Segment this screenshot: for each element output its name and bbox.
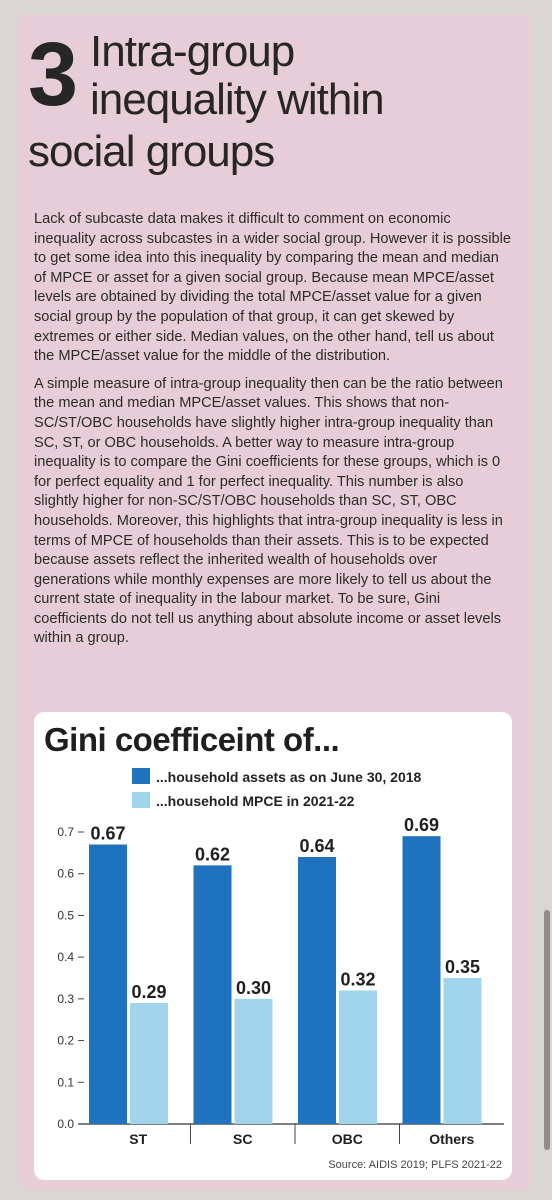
scrollbar[interactable] — [544, 910, 550, 1150]
headline-line-3: social groups — [28, 127, 275, 176]
legend-label-mpce: ...household MPCE in 2021-22 — [156, 793, 355, 809]
legend-swatch-assets — [132, 768, 150, 784]
bar-sc-series-2 — [234, 998, 273, 1124]
bar-others-series-1 — [402, 836, 441, 1124]
source-note: Source: AIDIS 2019; PLFS 2021-22 — [328, 1159, 502, 1171]
headline: 3 Intra-group inequality within social g… — [28, 28, 508, 208]
bar-obc-series-2 — [339, 990, 377, 1124]
bar-st-series-1 — [89, 844, 127, 1124]
headline-line-2: inequality within — [90, 75, 385, 124]
section-number: 3 — [28, 25, 79, 125]
y-tick-label: 0.6 — [57, 867, 74, 881]
y-tick-label: 0.2 — [57, 1034, 74, 1048]
chart-panel: Gini coefficeint of... ...household asse… — [34, 712, 512, 1180]
data-label: 0.32 — [340, 970, 375, 990]
x-tick-label: SC — [233, 1131, 252, 1147]
y-tick-label: 0.3 — [57, 992, 74, 1006]
data-label: 0.30 — [236, 978, 271, 998]
data-label: 0.64 — [299, 836, 334, 856]
headline-line-1: Intra-group — [90, 27, 295, 76]
bar-sc-series-1 — [193, 865, 232, 1124]
body-paragraph-1: Lack of subcaste data makes it difficult… — [34, 211, 511, 365]
article-body: Lack of subcaste data makes it difficult… — [34, 210, 512, 657]
y-tick-label: 0.7 — [57, 825, 74, 839]
data-label: 0.69 — [404, 815, 439, 835]
bar-obc-series-1 — [298, 857, 336, 1124]
x-tick-label: ST — [129, 1131, 147, 1147]
body-paragraph-2: A simple measure of intra-group inequali… — [34, 375, 503, 647]
legend-label-assets: ...household assets as on June 30, 2018 — [156, 769, 422, 785]
bar-others-series-2 — [443, 978, 482, 1124]
y-tick-label: 0.0 — [57, 1117, 74, 1131]
bar-chart: 0.0 0.1 0.2 0.3 0.4 0.5 0.6 0.7 0.67 0.29 ST 0.62 0.… — [57, 815, 504, 1171]
y-tick-label: 0.5 — [57, 908, 74, 922]
x-tick-label: OBC — [332, 1131, 363, 1147]
chart-title: Gini coefficeint of... — [44, 721, 340, 758]
bar-st-series-2 — [130, 1003, 168, 1124]
data-label: 0.29 — [131, 982, 166, 1002]
data-label: 0.67 — [90, 824, 125, 844]
legend-swatch-mpce — [132, 792, 150, 808]
data-label: 0.35 — [445, 957, 480, 977]
y-tick-label: 0.4 — [57, 950, 74, 964]
y-tick-label: 0.1 — [57, 1075, 74, 1089]
x-tick-label: Others — [429, 1131, 474, 1147]
data-label: 0.62 — [195, 844, 230, 864]
